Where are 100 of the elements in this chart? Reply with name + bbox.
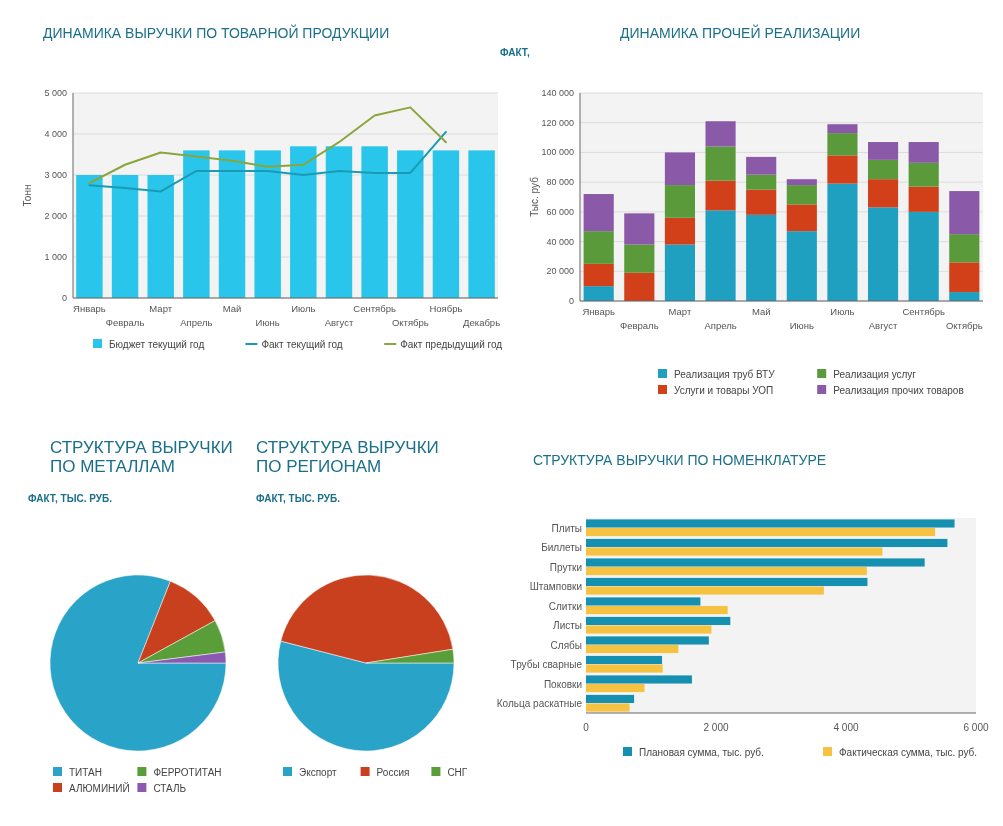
x-tick-label: Май: [222, 303, 242, 314]
bar: [908, 142, 939, 163]
bar: [586, 586, 824, 595]
bar: [746, 189, 777, 215]
legend-label: СТАЛЬ: [153, 783, 187, 794]
bar: [908, 186, 939, 212]
bar: [361, 146, 388, 298]
x-tick-label: 2 000: [703, 722, 729, 733]
chart-title: СТРУКТУРА ВЫРУЧКИ ПО МЕТАЛЛАМ: [50, 438, 233, 476]
bar: [586, 538, 948, 548]
chart-subtitle: ФАКТ,: [500, 47, 530, 58]
bar: [786, 185, 817, 205]
x-tick-label: Май: [751, 306, 771, 317]
bar: [218, 150, 246, 298]
bar: [397, 150, 424, 298]
y-tick-label: 60 000: [546, 206, 574, 217]
legend-label: Россия: [376, 767, 410, 778]
bar: [746, 174, 777, 190]
x-tick-label: Март: [149, 303, 173, 314]
legend-label: Реализация услуг: [833, 369, 917, 380]
y-tick-label: 0: [568, 296, 574, 306]
bar: [624, 244, 655, 273]
legend-label: ФЕРРОТИТАН: [153, 767, 222, 778]
x-tick-label: Январь: [73, 303, 106, 314]
chart-title: СТРУКТУРА ВЫРУЧКИ ПО НОМЕНКЛАТУРЕ: [533, 452, 827, 468]
bar: [624, 213, 655, 245]
bar: [705, 210, 736, 301]
bar: [111, 175, 139, 298]
bar: [949, 191, 980, 235]
x-tick-label: Сентябрь: [902, 306, 946, 317]
bar: [586, 558, 925, 567]
y-tick-label: 20 000: [546, 266, 574, 277]
legend-label: Бюджет текущий год: [109, 339, 205, 350]
bar: [183, 150, 210, 298]
chart-title: ДИНАМИКА ВЫРУЧКИ ПО ТОВАРНОЙ ПРОДУКЦИИ: [43, 24, 390, 41]
x-tick-label: 0: [583, 722, 590, 733]
bar: [705, 146, 736, 181]
x-tick-label: Март: [668, 306, 692, 317]
bar: [290, 146, 317, 298]
bar: [586, 625, 712, 634]
bar: [867, 142, 899, 160]
y-axis-title: Тыс. руб: [529, 176, 540, 217]
x-tick-label: Июль: [830, 306, 855, 317]
y-tick-label: Кольца раскатные: [496, 698, 583, 710]
x-tick-label: Январь: [582, 306, 616, 317]
bar: [827, 133, 858, 156]
bar: [468, 150, 495, 298]
bar: [867, 179, 899, 208]
bar: [786, 179, 817, 186]
y-tick-label: Штамповки: [529, 581, 582, 593]
legend-label: Факт предыдущий год: [400, 339, 503, 350]
bar: [325, 146, 353, 298]
bar: [746, 214, 777, 301]
bar: [583, 286, 614, 301]
legend-label: Реализация прочих товаров: [833, 385, 964, 396]
y-tick-label: Биллеты: [541, 542, 582, 554]
bar: [586, 655, 663, 665]
y-tick-label: 3 000: [44, 170, 67, 180]
legend-label: Экспорт: [299, 767, 337, 778]
bar: [949, 262, 980, 293]
y-tick-label: Прутки: [549, 561, 582, 573]
x-tick-label: Июль: [291, 303, 316, 314]
y-tick-label: Слитки: [548, 600, 582, 612]
x-tick-label: Ноябрь: [429, 303, 463, 314]
bar: [583, 231, 614, 264]
legend-label: Фактическая сумма, тыс. руб.: [839, 747, 978, 758]
x-tick-label: Апрель: [180, 317, 213, 328]
bar: [908, 211, 939, 301]
bar: [624, 272, 655, 301]
bar: [705, 180, 736, 211]
bar: [586, 597, 701, 606]
legend-label: Услуги и товары УОП: [674, 385, 774, 396]
bar: [786, 231, 817, 301]
y-tick-label: 40 000: [546, 236, 574, 247]
bar: [586, 683, 645, 693]
bar: [827, 183, 858, 301]
legend-label: Факт текущий год: [261, 339, 343, 350]
y-tick-label: 2 000: [44, 211, 67, 221]
bar: [76, 175, 103, 298]
legend-label: АЛЮМИНИЙ: [69, 782, 130, 794]
line-series: [88, 130, 447, 193]
legend-label: Реализация труб ВТУ: [674, 369, 776, 380]
y-tick-label: 100 000: [541, 147, 574, 158]
y-tick-label: 80 000: [546, 177, 574, 188]
chart-title: СТРУКТУРА ВЫРУЧКИ ПО РЕГИОНАМ: [256, 438, 439, 476]
bar: [664, 244, 696, 301]
bar: [583, 263, 614, 287]
bar: [586, 577, 868, 587]
bar: [786, 204, 817, 232]
x-tick-label: Февраль: [105, 317, 145, 328]
bar: [908, 162, 939, 187]
y-tick-label: Листы: [553, 620, 582, 632]
bar: [586, 519, 955, 528]
y-tick-label: Трубы сварные: [510, 659, 583, 671]
x-tick-label: Сентябрь: [353, 303, 396, 314]
bar: [254, 150, 281, 298]
bar: [664, 152, 696, 186]
bar: [586, 644, 679, 654]
bar: [949, 234, 980, 263]
y-tick-label: 120 000: [541, 117, 574, 128]
